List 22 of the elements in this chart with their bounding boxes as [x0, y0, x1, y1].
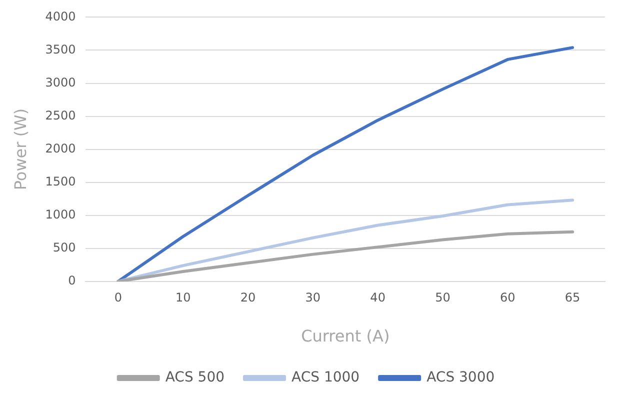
- x-tick-label: 65: [564, 290, 580, 305]
- y-tick-label: 500: [52, 240, 76, 254]
- x-tick-label: 30: [305, 290, 321, 305]
- x-tick-label: 20: [240, 290, 256, 305]
- x-tick-label: 0: [114, 290, 122, 305]
- y-tick-label: 2500: [45, 108, 76, 122]
- x-tick-label: 40: [370, 290, 386, 305]
- legend-label: ACS 500: [165, 370, 225, 386]
- y-tick-label: 2000: [45, 141, 76, 156]
- legend-label: ACS 3000: [426, 370, 495, 386]
- y-tick-label: 3000: [45, 75, 76, 90]
- y-tick-label: 3500: [45, 42, 76, 56]
- x-tick-label: 60: [500, 290, 516, 305]
- y-axis-title: Power (W): [10, 108, 30, 190]
- y-tick-label: 4000: [45, 9, 76, 24]
- x-axis-title: Current (A): [301, 326, 390, 346]
- x-tick-label: 50: [435, 290, 450, 305]
- x-tick-label: 10: [175, 290, 191, 305]
- y-tick-label: 1000: [45, 207, 76, 222]
- y-tick-label: 0: [68, 274, 76, 288]
- y-tick-label: 1500: [45, 174, 76, 188]
- legend-label: ACS 1000: [292, 370, 360, 386]
